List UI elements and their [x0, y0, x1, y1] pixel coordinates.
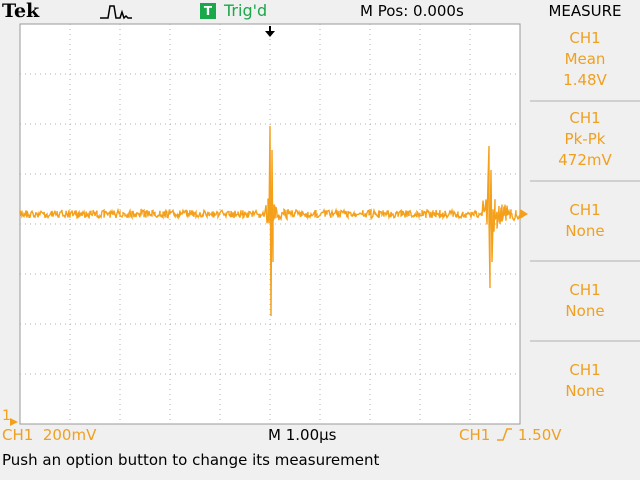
measurement-slot-4[interactable]: CH1 None	[530, 264, 640, 342]
measurement-slot-2[interactable]: CH1 Pk-Pk 472mV	[530, 104, 640, 182]
time-div: M 1.00µs	[268, 426, 337, 444]
status-bar: Tek T Trig'd M Pos: 0.000s MEASURE	[0, 0, 640, 22]
ch1-volts-div: CH1 200mV	[2, 426, 97, 444]
measurement-slot-5[interactable]: CH1 None	[530, 344, 640, 422]
measurement-type: None	[565, 222, 605, 240]
horizontal-position: M Pos: 0.000s	[360, 2, 464, 20]
measurement-value: 472mV	[558, 151, 612, 169]
measurement-slot-3[interactable]: CH1 None	[530, 184, 640, 262]
trigger-badge: T	[200, 3, 216, 19]
measurement-value: 1.48V	[563, 71, 607, 89]
ch1-trace	[19, 125, 521, 317]
measurement-channel: CH1	[569, 201, 601, 219]
measurement-type: Pk-Pk	[564, 130, 606, 148]
ch1-ground-marker: 1	[2, 408, 11, 424]
trigger-status: Trig'd	[224, 1, 268, 20]
measurement-type: None	[565, 302, 605, 320]
ch1-ground-arrow-icon	[10, 418, 18, 426]
trigger-position-icon	[265, 26, 275, 37]
menu-title: MEASURE	[548, 2, 622, 20]
measurement-type: None	[565, 382, 605, 400]
measurement-channel: CH1	[569, 29, 601, 47]
trigger-readout: CH1 1.50V	[459, 426, 562, 444]
measurement-type: Mean	[564, 50, 606, 68]
measurement-channel: CH1	[569, 361, 601, 379]
measurement-channel: CH1	[569, 281, 601, 299]
acquire-pulse-icon	[100, 5, 132, 20]
measurement-channel: CH1	[569, 109, 601, 127]
trigger-level-icon	[520, 209, 528, 219]
trigger-level: 1.50V	[517, 426, 562, 444]
measurement-slot-1[interactable]: CH1 Mean 1.48V	[530, 24, 640, 102]
rising-edge-icon	[497, 428, 513, 441]
status-message: Push an option button to change its meas…	[2, 451, 380, 469]
measure-menu: CH1 Mean 1.48V CH1 Pk-Pk 472mV CH1 None …	[530, 24, 640, 424]
brand-logo: Tek	[2, 0, 40, 22]
trigger-channel: CH1	[459, 426, 491, 444]
